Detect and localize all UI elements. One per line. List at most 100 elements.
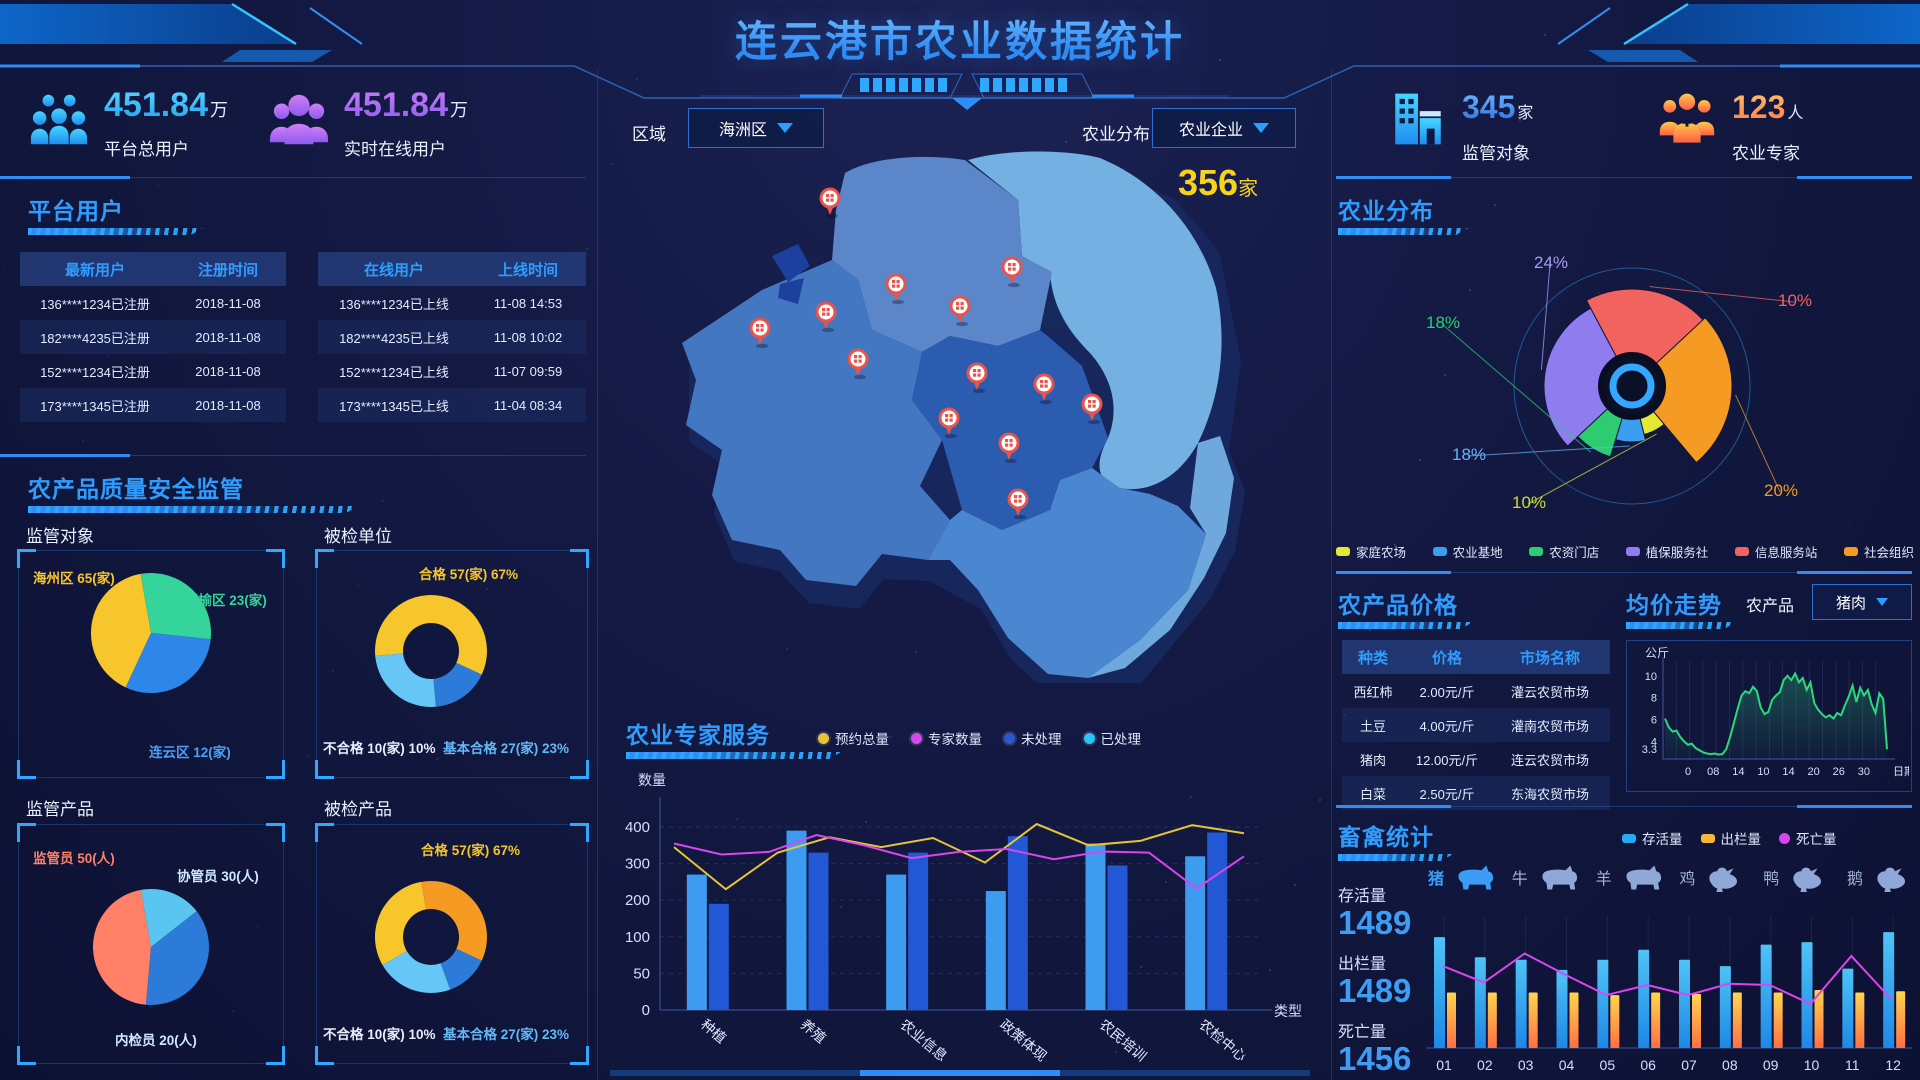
map-region[interactable] (832, 156, 1052, 352)
corner-accent (17, 760, 36, 779)
table-row: 136****1234已上线 11-08 14:53 (339, 295, 563, 312)
map-pin[interactable] (1007, 488, 1029, 520)
svg-text:08: 08 (1707, 766, 1719, 778)
legend-label: 农资门店 (1549, 546, 1600, 560)
svg-text:10: 10 (1645, 671, 1657, 683)
map-pin[interactable] (938, 407, 960, 439)
legend-item[interactable]: 存活量 (1622, 828, 1683, 848)
legend-swatch (1700, 833, 1715, 843)
map-region[interactable] (682, 260, 950, 586)
legend-label: 信息服务站 (1754, 546, 1818, 560)
section-title-distribution: 农业分布 (1338, 198, 1434, 224)
distribution-rose-chart: 24% 10% 20% 10% 18% 18% (1426, 253, 1812, 512)
map-pin[interactable] (885, 273, 907, 305)
chart-supervision-targets: 海州区 65(家) 赣榆区 23(家) 连云区 12(家) (17, 549, 285, 779)
online-table: 在线用户 上线时间 136****1234已上线 11-08 14:53 182****… (318, 252, 586, 422)
map-region[interactable] (778, 278, 804, 304)
animal-selector-鸭[interactable]: 鸭 (1763, 862, 1830, 892)
map-pin[interactable] (1081, 393, 1103, 425)
section-underline (28, 506, 358, 513)
distribution-dropdown[interactable]: 农业企业 (1152, 108, 1296, 148)
legend-item[interactable]: 已处理 (1083, 728, 1142, 748)
distribution-filter-label: 农业分布 (1082, 125, 1150, 144)
svg-text:0: 0 (1685, 766, 1691, 778)
right-column-divider (1331, 70, 1332, 1080)
map-pin[interactable] (949, 295, 971, 327)
price-trend-chart-box: 公斤 10 8 6 43.3 0 08 14 10 14 20 26 30 日期 (1626, 640, 1915, 792)
distribution-dropdown-value: 农业企业 (1178, 122, 1243, 139)
corner-accent (570, 549, 589, 568)
legend-item[interactable]: 农资门店 (1529, 542, 1599, 561)
legend-item[interactable]: 植保服务社 (1625, 542, 1708, 561)
map-pin[interactable] (847, 348, 869, 380)
region-dropdown[interactable]: 海洲区 (688, 108, 824, 148)
rose-pct-label: 18% (1426, 313, 1460, 332)
legend-item[interactable]: 未处理 (1004, 728, 1062, 748)
map-pin[interactable] (749, 317, 771, 349)
online-users-icon (269, 94, 329, 145)
legend-label: 已处理 (1100, 732, 1142, 747)
legend-item[interactable]: 农业基地 (1432, 542, 1503, 561)
corner-accent (17, 549, 36, 568)
product-dropdown[interactable]: 猪肉 (1812, 584, 1912, 620)
table-row: 136****1234已注册 2018-11-08 (40, 295, 261, 312)
animal-selector-牛[interactable]: 牛 (1512, 862, 1579, 892)
pie-data-label: 海州区 65(家) (33, 571, 115, 586)
map-pin[interactable] (998, 432, 1020, 464)
legend-item[interactable]: 家庭农场 (1336, 542, 1406, 561)
map-pin[interactable] (966, 362, 988, 394)
legend-label: 未处理 (1021, 732, 1062, 747)
map-pin[interactable] (815, 301, 837, 333)
section-underline (1338, 854, 1453, 861)
map-pin[interactable] (819, 187, 841, 219)
legend-item[interactable]: 社会组织 (1843, 542, 1914, 561)
livestock-stat-value: 1456 (1338, 1040, 1412, 1077)
section-underline (626, 752, 841, 759)
animal-selector-鸡[interactable]: 鸡 (1679, 862, 1746, 892)
svg-text:07: 07 (1681, 1057, 1697, 1073)
total-users-label: 平台总用户 (104, 140, 189, 159)
corner-accent (17, 1046, 36, 1065)
legend-item[interactable]: 出栏量 (1700, 828, 1762, 848)
table-row: 182****4235已上线 11-08 10:02 (318, 320, 586, 354)
section-title-livestock: 畜禽统计 (1338, 824, 1434, 850)
section-underline (28, 228, 203, 235)
animal-selector-猪[interactable]: 猪 (1428, 862, 1495, 892)
map-region[interactable] (928, 468, 1206, 678)
legend-label: 社会组织 (1863, 546, 1914, 560)
inspected_units-pie (375, 595, 487, 707)
map-region[interactable] (1088, 436, 1234, 678)
map-region[interactable] (912, 330, 1108, 530)
experts-icon (1659, 93, 1715, 143)
rose-pct-label: 10% (1778, 291, 1812, 310)
svg-text:100: 100 (625, 929, 650, 946)
map-region[interactable] (968, 151, 1222, 490)
legend-item[interactable]: 信息服务站 (1734, 542, 1818, 561)
map-pin[interactable] (1033, 373, 1055, 405)
supervision_targets-pie (91, 573, 211, 693)
corner-accent (315, 1046, 334, 1065)
svg-text:数量: 数量 (638, 772, 666, 788)
svg-text:8: 8 (1651, 693, 1657, 705)
pie-data-label: 不合格 10(家) 10% (323, 741, 436, 756)
region-map[interactable] (620, 138, 1320, 683)
legend-item[interactable]: 死亡量 (1779, 828, 1837, 848)
chart-supervision-products: 监管员 50(人) 协管员 30(人) 内检员 20(人) (17, 823, 285, 1065)
map-region[interactable] (772, 244, 810, 282)
section-underline (1338, 622, 1473, 629)
map-pin[interactable] (1001, 256, 1023, 288)
legend-label: 出栏量 (1720, 832, 1762, 847)
animal-label: 牛 (1511, 871, 1528, 888)
animal-selector-鹅[interactable]: 鹅 (1847, 862, 1914, 892)
experts-unit: 人 (1787, 105, 1804, 122)
legend-item[interactable]: 专家数量 (911, 728, 982, 748)
animal-selector-羊[interactable]: 羊 (1596, 862, 1663, 892)
livestock-chart: 01 02 03 04 05 06 07 08 09 10 11 12 (1426, 916, 1912, 1073)
legend-swatch (1625, 547, 1640, 556)
pie-data-label: 连云区 12(家) (149, 745, 231, 760)
legend-item[interactable]: 预约总量 (818, 728, 889, 748)
corner-accent (315, 760, 334, 779)
legend-swatch (1843, 547, 1858, 556)
section-title-quality: 农产品质量安全监管 (28, 476, 244, 502)
